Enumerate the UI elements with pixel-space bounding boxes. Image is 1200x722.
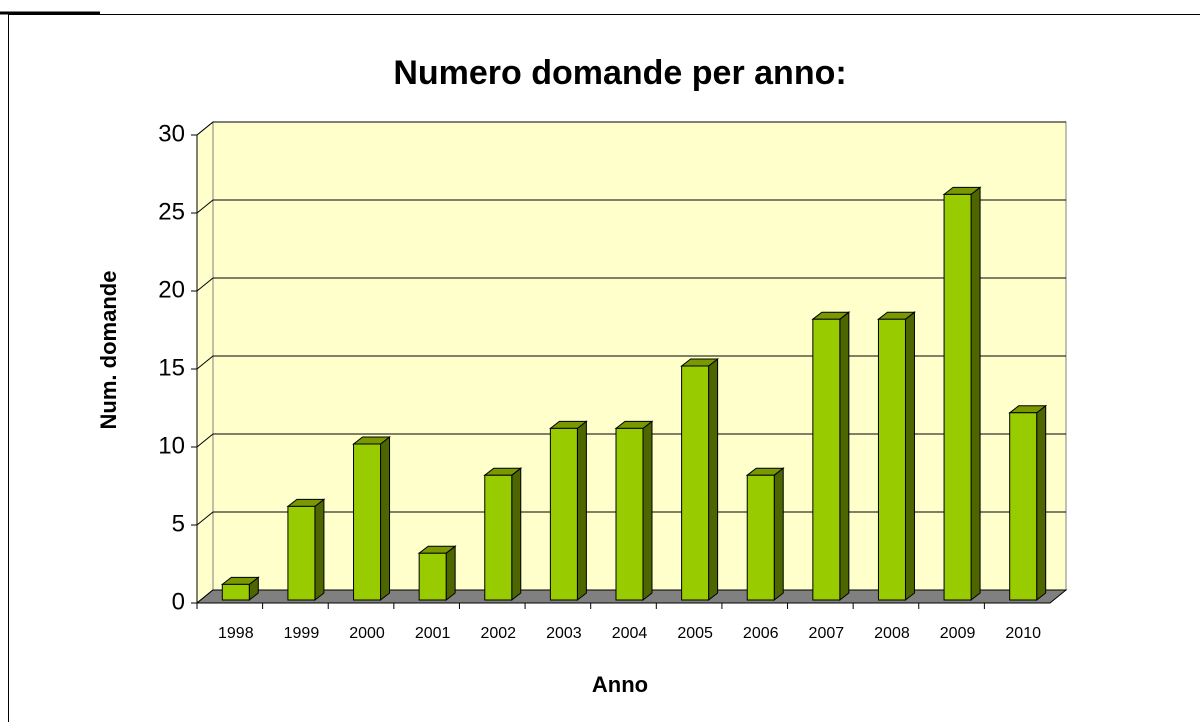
bar	[352, 435, 391, 602]
chart-border	[8, 14, 1200, 722]
bar-side	[904, 311, 915, 602]
x-tick-label: 2002	[480, 625, 516, 642]
bar-front	[812, 318, 841, 601]
bar	[614, 420, 654, 602]
bar	[680, 357, 720, 602]
bar	[745, 467, 785, 602]
bar-front	[615, 427, 644, 601]
bar-side	[511, 467, 522, 602]
bar-front	[943, 193, 972, 601]
x-axis-label: Anno	[592, 672, 648, 697]
y-tick-label: 15	[158, 354, 185, 381]
x-tick-label: 2001	[415, 625, 451, 642]
x-tick-label: 2003	[546, 625, 582, 642]
bar	[286, 498, 326, 602]
bar	[483, 467, 523, 602]
bar-side	[642, 420, 653, 602]
bar-side	[708, 357, 719, 602]
bar-front	[681, 365, 710, 601]
grid-line	[196, 121, 1066, 136]
bar	[877, 311, 916, 602]
y-tick-label: 30	[158, 120, 185, 147]
grid-line	[196, 277, 1066, 292]
bar-front	[353, 443, 382, 601]
chart-title: Numero domande per anno:	[393, 54, 846, 92]
x-tick-label: 2004	[612, 625, 648, 642]
y-axis-label: Num. domande	[96, 271, 121, 430]
y-tick-label: 0	[172, 588, 185, 615]
bar-side	[445, 545, 456, 602]
x-tick-label: 2008	[874, 625, 910, 642]
bar-front	[418, 552, 447, 601]
bar	[942, 186, 982, 602]
bar-side	[1036, 404, 1047, 602]
bar-front	[221, 583, 250, 601]
bar	[1008, 404, 1048, 602]
grid-line	[196, 355, 1066, 370]
bar-front	[1009, 412, 1038, 601]
bar-side	[773, 467, 784, 602]
x-tick-label: 2000	[349, 625, 385, 642]
x-tick-label: 2006	[743, 625, 779, 642]
bar-front	[287, 505, 316, 601]
bar	[811, 311, 851, 602]
bar	[417, 545, 457, 602]
grid-line	[196, 433, 1066, 448]
x-tick-label: 2007	[809, 625, 845, 642]
bar-front	[746, 474, 775, 601]
x-tick-label: 2010	[1005, 625, 1041, 642]
bar-front	[549, 427, 578, 601]
bar-side	[970, 186, 981, 602]
bar-front	[877, 318, 906, 601]
grid-line	[196, 199, 1066, 214]
y-tick-label: 20	[158, 276, 185, 303]
bar-side	[380, 435, 391, 602]
y-tick-label: 5	[172, 510, 185, 537]
bar-front	[484, 474, 513, 601]
x-tick-label: 1999	[284, 625, 320, 642]
y-tick-label: 10	[158, 432, 185, 459]
x-tick-label: 1998	[218, 625, 254, 642]
x-tick-label: 2005	[677, 625, 713, 642]
bar-side	[576, 420, 587, 602]
bar-side	[314, 498, 325, 602]
x-tick-label: 2009	[940, 625, 976, 642]
bar	[548, 420, 588, 602]
bar	[220, 576, 260, 602]
y-tick-label: 25	[158, 198, 185, 225]
bar-side	[839, 311, 850, 602]
